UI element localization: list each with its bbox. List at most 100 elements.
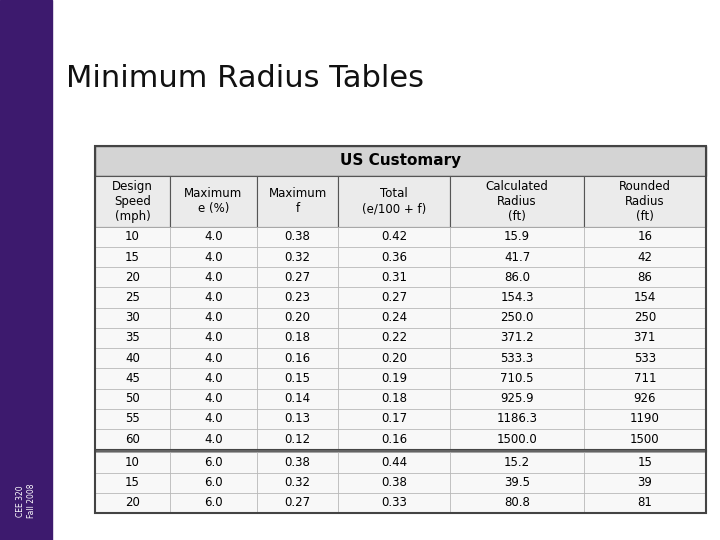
Text: 45: 45 — [125, 372, 140, 385]
Text: 711: 711 — [634, 372, 656, 385]
Bar — [338, 389, 450, 409]
Bar — [584, 287, 706, 308]
Bar — [257, 308, 338, 328]
Bar — [584, 176, 706, 227]
Bar — [450, 389, 584, 409]
Text: Design
Speed
(mph): Design Speed (mph) — [112, 180, 153, 223]
Bar — [584, 472, 706, 493]
Text: 4.0: 4.0 — [204, 231, 222, 244]
Bar — [95, 227, 170, 247]
Bar — [450, 308, 584, 328]
Bar — [170, 328, 257, 348]
Text: 50: 50 — [125, 392, 140, 405]
Text: 15.2: 15.2 — [504, 456, 530, 469]
Bar — [170, 227, 257, 247]
Text: 0.12: 0.12 — [284, 433, 310, 446]
Text: 4.0: 4.0 — [204, 251, 222, 264]
Text: 154: 154 — [634, 291, 656, 304]
Text: 15.9: 15.9 — [504, 231, 530, 244]
Text: 41.7: 41.7 — [504, 251, 530, 264]
Text: 86.0: 86.0 — [504, 271, 530, 284]
Bar — [170, 429, 257, 449]
Text: 0.32: 0.32 — [284, 476, 310, 489]
Text: 0.31: 0.31 — [381, 271, 407, 284]
Text: 39: 39 — [637, 476, 652, 489]
Text: 1500.0: 1500.0 — [497, 433, 538, 446]
Bar — [95, 267, 170, 287]
Text: 0.38: 0.38 — [284, 456, 310, 469]
Bar — [170, 308, 257, 328]
Bar — [170, 493, 257, 513]
Text: 0.27: 0.27 — [284, 271, 310, 284]
Bar — [338, 493, 450, 513]
Text: 0.22: 0.22 — [381, 332, 407, 345]
Bar — [257, 348, 338, 368]
Bar — [338, 287, 450, 308]
Text: 0.42: 0.42 — [381, 231, 407, 244]
Bar — [257, 267, 338, 287]
Bar — [257, 227, 338, 247]
Bar — [170, 348, 257, 368]
Text: 35: 35 — [125, 332, 140, 345]
Text: Maximum
e (%): Maximum e (%) — [184, 187, 243, 215]
Bar — [95, 493, 170, 513]
Bar — [450, 409, 584, 429]
Text: 0.17: 0.17 — [381, 413, 407, 426]
Bar — [257, 328, 338, 348]
Bar — [170, 176, 257, 227]
Bar — [584, 328, 706, 348]
Bar — [338, 472, 450, 493]
Text: 4.0: 4.0 — [204, 372, 222, 385]
Bar — [95, 429, 170, 449]
Bar — [95, 247, 170, 267]
Bar — [450, 368, 584, 389]
Text: Total
(e/100 + f): Total (e/100 + f) — [362, 187, 426, 215]
Bar — [95, 368, 170, 389]
Bar — [257, 247, 338, 267]
Bar — [170, 472, 257, 493]
Text: 250: 250 — [634, 311, 656, 324]
Bar — [257, 453, 338, 472]
Bar — [257, 472, 338, 493]
Bar — [338, 328, 450, 348]
Text: 60: 60 — [125, 433, 140, 446]
Text: 0.20: 0.20 — [381, 352, 407, 365]
Text: 20: 20 — [125, 271, 140, 284]
Bar — [584, 493, 706, 513]
Bar — [257, 287, 338, 308]
Text: 4.0: 4.0 — [204, 413, 222, 426]
Bar — [95, 389, 170, 409]
Bar — [450, 227, 584, 247]
Bar — [95, 176, 170, 227]
Text: 1186.3: 1186.3 — [497, 413, 538, 426]
Text: 42: 42 — [637, 251, 652, 264]
Text: 80.8: 80.8 — [504, 496, 530, 509]
Text: 0.33: 0.33 — [381, 496, 407, 509]
Bar — [95, 409, 170, 429]
Bar — [95, 449, 706, 453]
Bar — [95, 287, 170, 308]
Bar — [338, 227, 450, 247]
Bar — [450, 267, 584, 287]
Text: 0.32: 0.32 — [284, 251, 310, 264]
Text: 86: 86 — [637, 271, 652, 284]
Bar — [450, 287, 584, 308]
Text: 926: 926 — [634, 392, 656, 405]
Bar — [257, 409, 338, 429]
Text: 0.16: 0.16 — [381, 433, 407, 446]
Bar — [584, 409, 706, 429]
Text: 4.0: 4.0 — [204, 291, 222, 304]
Bar — [170, 368, 257, 389]
Bar — [584, 453, 706, 472]
Text: 4.0: 4.0 — [204, 271, 222, 284]
Text: 10: 10 — [125, 456, 140, 469]
Bar — [338, 453, 450, 472]
Text: 533: 533 — [634, 352, 656, 365]
Bar — [338, 308, 450, 328]
Bar — [584, 267, 706, 287]
Bar — [95, 308, 170, 328]
Bar — [584, 227, 706, 247]
Text: 0.19: 0.19 — [381, 372, 407, 385]
Text: 0.27: 0.27 — [381, 291, 407, 304]
Bar — [338, 368, 450, 389]
